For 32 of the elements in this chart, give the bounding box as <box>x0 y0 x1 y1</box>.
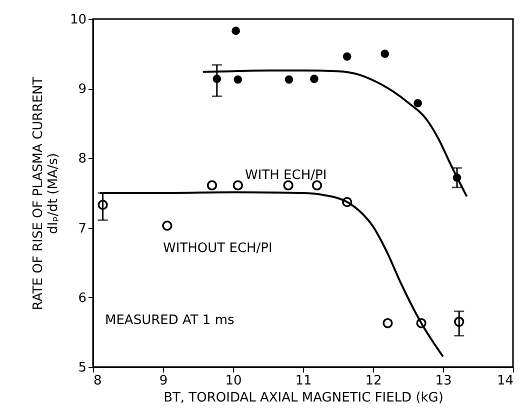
point <box>342 52 352 61</box>
x-tick-label: 14 <box>496 374 514 388</box>
annotation: WITH ECH/PI <box>245 168 327 183</box>
y-tick-label: 8 <box>78 152 86 167</box>
point <box>414 99 422 108</box>
annotation: WITHOUT ECH/PI <box>163 241 272 256</box>
y-axis-title: RATE OF RISE OF PLASMA CURRENT dIₚ/dt (MA/s) <box>30 76 61 310</box>
point <box>312 180 322 190</box>
y-tick-label: 6 <box>78 290 86 306</box>
annotation: MEASURED AT 1 ms <box>105 313 235 328</box>
x-tick-label: 10 <box>225 374 242 388</box>
y-tick-label: 10 <box>70 12 86 28</box>
line-series <box>202 70 468 198</box>
point <box>206 180 218 190</box>
y-tick-label: 5 <box>78 360 86 376</box>
point <box>380 50 390 58</box>
y-tick-label: 9 <box>78 82 86 98</box>
point <box>162 220 172 231</box>
y-tick-label: 7 <box>78 221 86 236</box>
x-tick-label: 8 <box>94 374 102 388</box>
point <box>283 180 294 190</box>
point <box>382 318 393 328</box>
point <box>232 26 240 36</box>
point <box>234 75 242 84</box>
point <box>232 180 243 190</box>
x-tick-label: 13 <box>435 374 452 388</box>
x-tick-label: 11 <box>295 374 312 388</box>
point <box>284 75 294 84</box>
x-axis-title: BT, TOROIDAL AXIAL MAGNETIC FIELD (kG) <box>164 390 444 406</box>
x-tick-label: 9 <box>159 374 168 388</box>
point <box>310 74 318 84</box>
x-tick-label: 12 <box>365 374 382 388</box>
